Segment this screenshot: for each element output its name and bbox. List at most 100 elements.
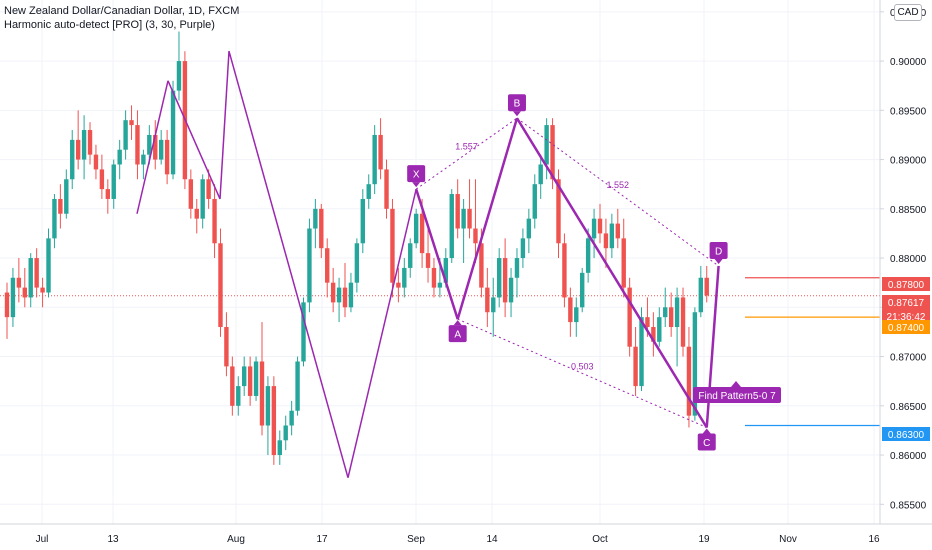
price-badge[interactable]: 0.87800 [882,277,930,291]
candle-body [556,179,561,244]
zigzag-leg [219,51,230,200]
candle-body [206,179,211,199]
pattern-point-label: C [703,438,710,449]
pattern-point-x[interactable]: X [407,165,426,188]
candle-body [698,277,704,313]
candle-body [319,208,324,249]
time-tick-label: 13 [107,534,119,545]
candle-body [325,248,330,283]
candle-body [514,258,520,278]
candle-body [496,258,502,298]
candle-body [491,297,496,313]
price-badge[interactable]: 0.87400 [882,320,930,334]
candle-body [674,297,680,328]
candle-body [473,228,478,244]
zigzag-leg [136,80,169,214]
candle-body [562,243,567,298]
candle-body [508,277,514,303]
zigzag-leg [347,188,417,478]
candle-body [408,243,413,268]
candle-body [52,198,57,239]
candle-body [153,134,158,160]
candle-body [591,218,597,239]
pattern-point-b[interactable]: B [507,94,526,117]
ratio-line [516,117,719,267]
time-tick-label: 19 [698,534,710,545]
candle-body [467,208,472,229]
candle-body [70,139,75,180]
candle-body [247,366,253,396]
candle-body [28,258,33,298]
price-badge-text: 0.87400 [888,323,925,334]
time-tick-label: 14 [486,534,498,545]
candle-body [230,366,235,406]
harmonic-pattern: 1.557 0.503 1.552 X A B C D Find Pattern5-0 7 [136,51,781,478]
pattern-point-a[interactable]: A [448,320,467,343]
target-lines [0,277,880,427]
candle-body [342,287,348,308]
candle-body [147,134,152,155]
candle-body [651,327,656,342]
candle-body [283,425,288,441]
price-tick-label: 0.90000 [890,57,927,68]
time-axis[interactable]: Jul 13 Aug 17 Sep 14 Oct 19 Nov 16 [0,523,932,545]
candle-body [81,130,87,160]
candle-body [437,282,443,288]
candle-body [141,154,146,165]
candle-body [75,139,81,160]
price-badge[interactable]: 0.87617 [882,295,930,309]
candle-body [218,243,223,328]
candle-body [99,169,105,190]
candle-body [419,213,425,254]
candle-body [633,346,638,387]
price-tick-label: 0.89500 [890,106,927,117]
candle-body [390,208,395,283]
candle-body [354,243,360,283]
candle-body [402,267,407,288]
candle-body [384,169,389,209]
candle-body [46,238,51,293]
candle-body [443,258,449,283]
candle-body [10,277,16,318]
find-pattern-label[interactable]: Find Pattern5-0 7 [693,381,781,403]
candle-body [64,179,69,214]
price-axis[interactable]: 0.905000.900000.895000.890000.885000.880… [879,0,932,550]
price-badge[interactable]: 0.86300 [882,427,930,441]
candle-body [200,179,205,219]
price-badge-text: 0.86300 [888,430,925,441]
candle-body [313,208,318,229]
indicator-label[interactable]: Harmonic auto-detect [PRO] (3, 30, Purpl… [4,19,215,31]
candle-body [668,307,674,328]
candle-body [532,184,537,219]
time-tick-label: 17 [316,534,328,545]
candle-body [253,361,259,396]
candle-body [188,179,194,209]
candle-body [111,164,116,199]
pattern-leg [456,117,519,320]
candle-body [455,194,460,229]
candle-body [34,258,39,288]
pattern-point-d[interactable]: D [709,241,728,264]
candle-body [4,292,10,318]
candle-body [479,243,484,288]
candle-body [449,194,454,259]
currency-badge[interactable]: CAD [894,4,922,21]
candle-body [22,287,27,298]
candle-body [609,223,615,249]
candle-body [360,198,365,244]
pattern-point-label: A [454,330,461,341]
candle-body [236,386,241,406]
candle-body [366,184,371,199]
candle-body [372,134,377,185]
ratio-line [415,117,518,190]
candle-body [378,134,383,170]
pattern-point-label: X [413,170,420,181]
price-badge[interactable]: 21:36:42 [882,309,930,323]
candle-body [425,253,431,268]
candle-body [574,307,579,323]
pattern-point-c[interactable]: C [697,428,716,451]
candle-body [87,130,93,155]
candle-body [224,327,229,367]
pattern-leg [515,117,708,429]
